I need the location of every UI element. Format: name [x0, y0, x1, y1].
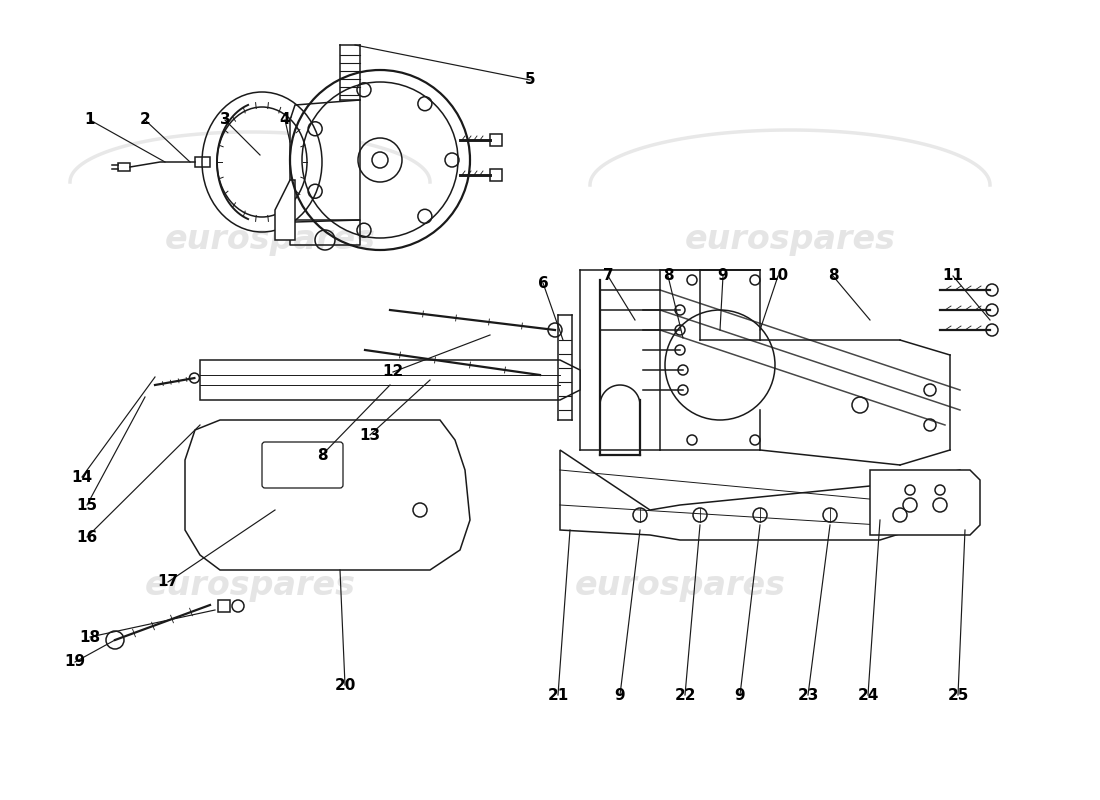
- Text: eurospares: eurospares: [574, 569, 785, 602]
- Polygon shape: [870, 470, 980, 535]
- Polygon shape: [560, 450, 970, 540]
- Text: 18: 18: [79, 630, 100, 645]
- Polygon shape: [185, 420, 470, 570]
- Text: eurospares: eurospares: [144, 569, 355, 602]
- Text: 11: 11: [943, 269, 964, 283]
- Polygon shape: [290, 100, 360, 222]
- Text: 24: 24: [857, 687, 879, 702]
- Text: 12: 12: [383, 365, 404, 379]
- Text: 8: 8: [317, 447, 328, 462]
- Text: eurospares: eurospares: [165, 223, 375, 257]
- Text: 15: 15: [76, 498, 98, 513]
- Text: 13: 13: [360, 427, 381, 442]
- Text: 5: 5: [525, 73, 536, 87]
- Text: 17: 17: [157, 574, 178, 590]
- Text: 8: 8: [827, 269, 838, 283]
- Polygon shape: [200, 360, 580, 400]
- Text: 23: 23: [798, 687, 818, 702]
- Text: 22: 22: [674, 687, 695, 702]
- Polygon shape: [275, 180, 295, 240]
- Text: eurospares: eurospares: [684, 223, 895, 257]
- Text: 20: 20: [334, 678, 355, 693]
- Text: 2: 2: [140, 113, 151, 127]
- Text: 19: 19: [65, 654, 86, 670]
- Text: 9: 9: [717, 269, 728, 283]
- Text: 9: 9: [735, 687, 746, 702]
- Text: 14: 14: [72, 470, 92, 485]
- Text: 25: 25: [947, 687, 969, 702]
- Text: 10: 10: [768, 269, 789, 283]
- Text: 21: 21: [548, 687, 569, 702]
- Text: 6: 6: [538, 275, 549, 290]
- Text: 1: 1: [85, 113, 96, 127]
- Text: 16: 16: [76, 530, 98, 545]
- Text: 3: 3: [220, 113, 230, 127]
- Text: 9: 9: [615, 687, 625, 702]
- Text: 8: 8: [662, 269, 673, 283]
- Text: 7: 7: [603, 269, 614, 283]
- Text: 4: 4: [279, 113, 290, 127]
